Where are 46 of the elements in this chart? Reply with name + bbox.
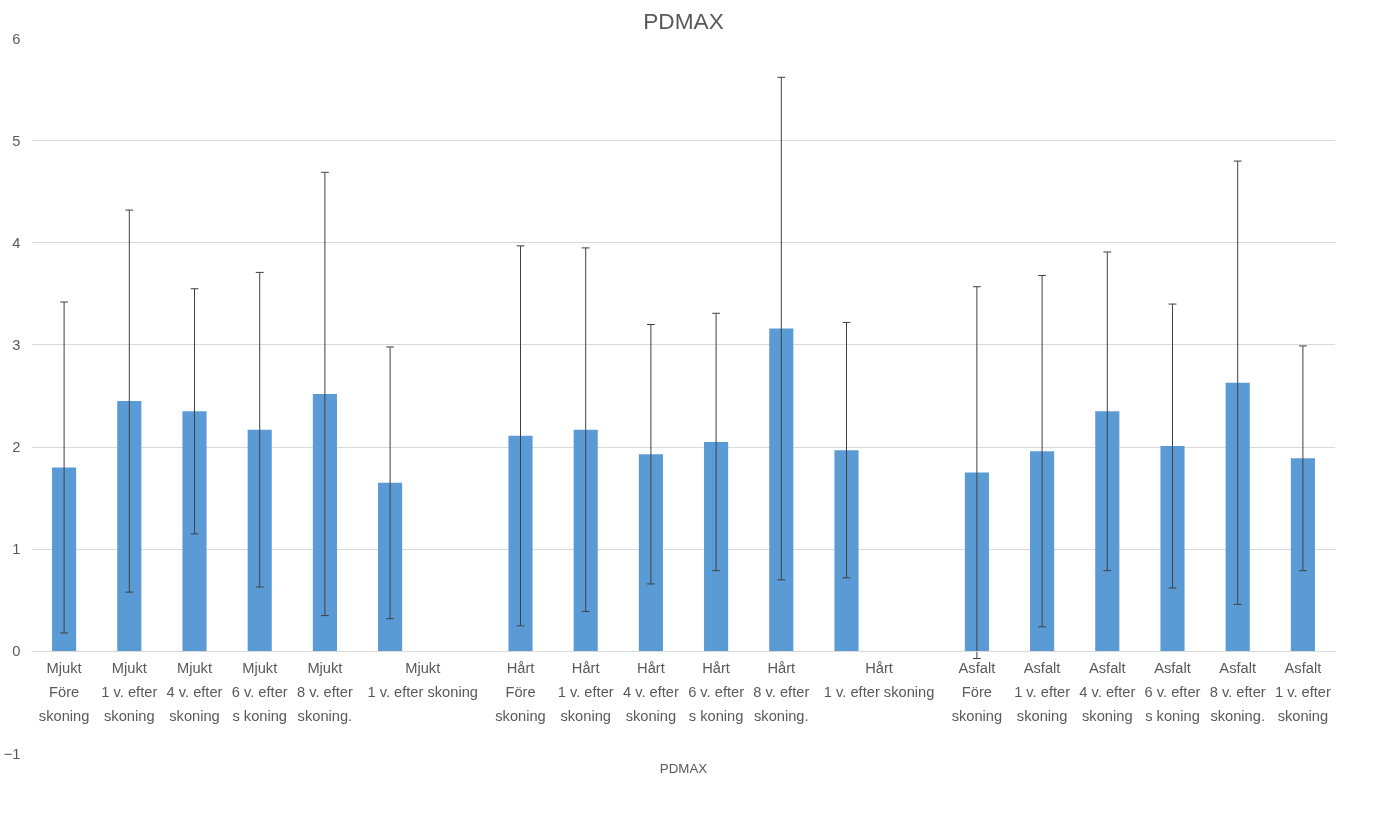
bar [1095,411,1120,652]
bar [1290,458,1315,652]
bar [378,482,403,652]
bar [704,441,729,652]
bar [247,429,272,652]
y-tick-label: 5 [12,132,21,149]
x-tick-label: Hårt 4 v. efter skoning [622,659,679,724]
bar [117,401,142,652]
x-tick-label: Asfalt 1 v. efter skoning [1274,659,1331,724]
x-tick-label: Mjukt 8 v. efter skoning. [296,659,353,724]
y-tick-label: −1 [3,745,21,762]
y-tick-label: 1 [12,541,21,558]
y-tick-label: 0 [12,643,21,660]
bar [638,454,663,652]
y-tick-label: 6 [12,30,21,47]
x-tick-label: Asfalt Före skoning [951,659,1003,724]
x-tick-label: Mjukt 1 v. efter skoning [367,659,478,700]
bar [1030,451,1055,652]
x-tick-label: Hårt 1 v. efter skoning [823,659,935,700]
x-tick-label: Asfalt 1 v. efter skoning [1014,659,1071,724]
x-tick-label: Hårt 8 v. efter skoning. [753,659,810,724]
x-tick-label: Mjukt 1 v. efter skoning [101,659,158,724]
x-tick-label: Asfalt 4 v. efter skoning [1079,659,1136,724]
bar [182,411,207,652]
x-tick-label: Asfalt 6 v. efter s koning [1144,659,1201,724]
x-tick-label: Mjukt 4 v. efter skoning [166,659,223,724]
bar [508,435,533,652]
x-tick-label: Hårt Före skoning [495,659,546,724]
bar [834,450,859,652]
x-axis-title: PDMAX [659,760,708,776]
bar [312,393,337,652]
x-tick-label: Asfalt 8 v. efter skoning. [1209,659,1266,724]
bar [573,429,598,652]
x-tick-label: Mjukt 6 v. efter s koning [231,659,288,724]
chart-title: PDMAX [643,7,724,34]
bar [1225,382,1250,652]
y-tick-label: 3 [12,336,21,353]
y-tick-label: 4 [12,234,21,251]
bar [52,467,77,652]
y-tick-label: 2 [12,439,21,456]
bar [1160,446,1185,652]
x-tick-label: Mjukt Före skoning [38,659,90,724]
x-tick-label: Hårt 1 v. efter skoning [557,659,614,724]
bar [769,328,794,652]
bar [964,472,989,652]
x-tick-label: Hårt 6 v. efter s koning [688,659,745,724]
